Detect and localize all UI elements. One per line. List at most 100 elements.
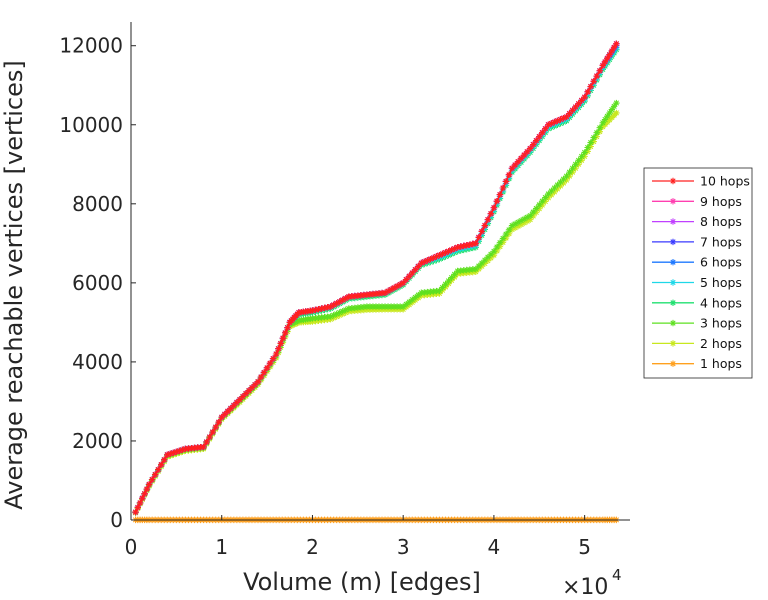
data-point	[596, 67, 603, 74]
data-point	[309, 307, 316, 314]
data-point	[490, 204, 498, 211]
data-point	[466, 241, 473, 248]
data-point	[433, 253, 440, 260]
data-point	[606, 116, 613, 124]
data-point	[587, 83, 594, 90]
data-point	[587, 139, 594, 146]
data-point	[260, 369, 268, 376]
data-point	[227, 405, 234, 412]
legend-label: 6 hops	[700, 255, 742, 270]
data-point	[203, 438, 210, 446]
x-axis-multiplier-base: ×10	[562, 575, 608, 600]
data-point	[613, 109, 620, 117]
legend-swatch-marker	[669, 360, 677, 367]
data-point	[291, 319, 298, 326]
data-point	[610, 103, 618, 110]
data-point	[572, 161, 579, 168]
data-point	[141, 490, 148, 497]
data-point	[551, 188, 558, 196]
data-point	[472, 265, 479, 273]
data-point	[251, 381, 259, 388]
x-axis-multiplier: ×10 4	[562, 566, 622, 600]
data-point	[170, 449, 177, 457]
data-point	[520, 215, 528, 223]
data-point	[581, 149, 588, 156]
data-point	[430, 254, 437, 262]
data-point	[514, 158, 522, 165]
data-point	[257, 373, 265, 381]
data-point	[505, 171, 513, 179]
legend-label: 7 hops	[700, 234, 742, 249]
data-point	[457, 243, 464, 250]
data-point	[530, 208, 537, 216]
data-point	[563, 176, 570, 184]
y-tick-label: 0	[110, 508, 123, 532]
data-point	[539, 197, 546, 205]
data-point	[478, 259, 486, 267]
data-point	[387, 286, 395, 293]
data-point	[248, 384, 256, 391]
data-point	[557, 182, 564, 190]
data-point	[566, 110, 573, 117]
data-point	[454, 244, 461, 251]
legend-swatch-marker	[669, 238, 677, 246]
data-point	[590, 78, 597, 85]
legend-entry: 1 hops	[652, 356, 742, 371]
data-point	[284, 324, 291, 331]
data-point	[158, 461, 165, 468]
data-point	[505, 226, 513, 234]
legend-swatch-marker	[669, 340, 677, 347]
data-point	[493, 197, 501, 205]
legend: 10 hops 9 hops 8 hops 7 hops 6 hops 5 hops 4 h…	[643, 167, 753, 379]
data-point	[451, 245, 458, 252]
data-point	[333, 310, 340, 318]
data-point	[439, 250, 446, 258]
data-point	[560, 179, 567, 187]
data-point	[481, 222, 489, 229]
data-point	[523, 148, 531, 155]
data-point	[230, 402, 238, 409]
data-point	[318, 305, 325, 312]
data-point	[233, 399, 241, 406]
legend-entry: 8 hops	[652, 214, 742, 229]
data-point	[460, 242, 467, 250]
data-point	[527, 212, 534, 219]
legend-label: 9 hops	[700, 194, 742, 209]
data-point	[215, 418, 222, 426]
data-point	[339, 296, 346, 304]
data-point	[415, 263, 422, 270]
data-point	[593, 72, 600, 80]
axes	[130, 22, 630, 521]
y-axis-label: Average reachable vertices [vertices]	[0, 60, 28, 510]
data-point	[563, 172, 570, 180]
x-tick-label: 5	[578, 535, 591, 559]
data-point	[330, 301, 337, 309]
data-point	[442, 249, 449, 256]
series-line	[134, 112, 617, 514]
data-point	[406, 273, 413, 280]
data-point	[527, 145, 534, 152]
legend-entry: 6 hops	[652, 255, 742, 270]
data-point	[245, 387, 253, 394]
data-point	[324, 304, 331, 311]
data-point	[209, 428, 216, 436]
data-point	[384, 287, 392, 295]
y-tick-label: 10000	[59, 113, 123, 137]
data-point	[336, 298, 343, 305]
data-point	[508, 165, 516, 172]
data-point	[412, 294, 419, 301]
data-point	[436, 287, 443, 294]
data-point	[511, 224, 519, 232]
data-point	[272, 350, 280, 358]
data-point	[613, 40, 620, 47]
data-point	[448, 246, 455, 254]
legend-label: 8 hops	[700, 214, 742, 229]
data-point	[584, 144, 591, 151]
data-point	[143, 485, 151, 493]
y-tick-label: 4000	[72, 350, 123, 374]
data-point	[167, 450, 174, 457]
data-point	[403, 276, 410, 283]
data-point	[575, 100, 582, 107]
data-point	[445, 277, 452, 285]
data-point	[155, 466, 162, 473]
